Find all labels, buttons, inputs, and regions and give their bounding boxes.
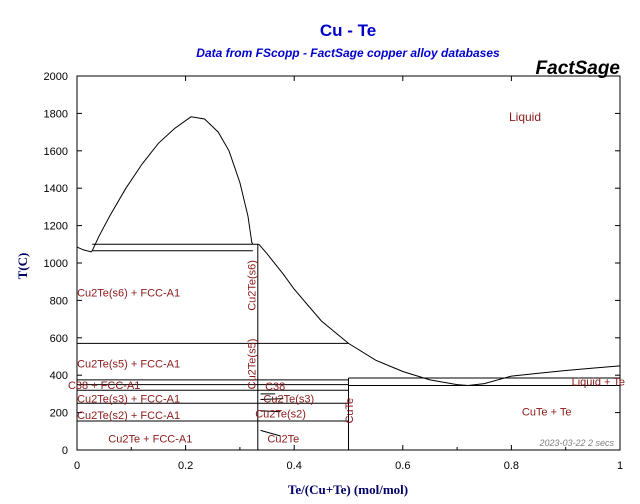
timestamp: 2023-03-22 2 secs bbox=[538, 438, 614, 448]
phase-label: Cu2Te(s5) bbox=[247, 339, 259, 390]
phase-label: C38 + FCC-A1 bbox=[68, 380, 140, 392]
phase-label: Cu2Te + FCC-A1 bbox=[108, 434, 192, 446]
x-tick-label: 1 bbox=[617, 460, 623, 472]
x-tick-label: 0.4 bbox=[287, 460, 302, 472]
y-tick-label: 800 bbox=[50, 295, 68, 307]
y-tick-label: 1200 bbox=[44, 221, 68, 233]
y-tick-label: 1000 bbox=[44, 258, 68, 270]
y-tick-label: 400 bbox=[50, 370, 68, 382]
x-axis-label: Te/(Cu+Te) (mol/mol) bbox=[288, 482, 408, 497]
chart-subtitle: Data from FScopp - FactSage copper alloy… bbox=[196, 46, 500, 60]
phase-label: Cu2Te bbox=[267, 434, 299, 446]
x-tick-label: 0 bbox=[74, 460, 80, 472]
y-ticks: 0 200 400 600 800 1000 1200 1400 1600 1800 2000 bbox=[44, 71, 620, 457]
phase-label: CuTe + Te bbox=[522, 406, 572, 418]
y-tick-label: 0 bbox=[62, 445, 68, 457]
y-tick-label: 1800 bbox=[44, 108, 68, 120]
phase-label: Cu2Te(s3) bbox=[263, 393, 314, 405]
x-tick-label: 0.2 bbox=[178, 460, 193, 472]
chart-title: Cu - Te bbox=[320, 21, 376, 40]
phase-boundaries bbox=[76, 116, 621, 450]
phase-label: Liquid + Te bbox=[572, 377, 625, 389]
phase-label: C38 bbox=[265, 381, 285, 393]
phase-boundary-17 bbox=[260, 398, 284, 400]
phase-label: Cu2Te(s5) + FCC-A1 bbox=[77, 359, 180, 371]
factsage-logo: FactSage bbox=[536, 58, 621, 79]
x-tick-label: 0.8 bbox=[504, 460, 519, 472]
phase-boundary-2 bbox=[258, 243, 621, 387]
phase-labels: Liquid Cu2Te(s6) + FCC-A1 Cu2Te(s5) + FCC-… bbox=[68, 110, 625, 446]
y-tick-label: 600 bbox=[50, 333, 68, 345]
y-tick-label: 2000 bbox=[44, 71, 68, 83]
phase-label: Cu2Te(s2) bbox=[255, 408, 306, 420]
phase-label: Cu2Te(s2) + FCC-A1 bbox=[77, 410, 180, 422]
phase-boundary-1 bbox=[91, 116, 254, 252]
y-tick-label: 1400 bbox=[44, 183, 68, 195]
phase-boundary-18 bbox=[260, 410, 281, 413]
y-tick-label: 1600 bbox=[44, 146, 68, 158]
phase-boundary-19 bbox=[260, 429, 281, 437]
y-axis-label: T(C) bbox=[15, 253, 30, 280]
phase-label: Cu2Te(s6) bbox=[247, 260, 259, 311]
phase-boundary-0 bbox=[76, 246, 93, 253]
phase-label: Cu2Te(s6) + FCC-A1 bbox=[77, 288, 180, 300]
x-tick-label: 0.6 bbox=[395, 460, 410, 472]
phase-label: Liquid bbox=[509, 110, 541, 124]
phase-label: Cu2Te(s3) + FCC-A1 bbox=[77, 393, 180, 405]
phase-label: CuTe bbox=[344, 398, 356, 424]
y-tick-label: 200 bbox=[50, 408, 68, 420]
x-ticks: 0 0.2 0.4 0.6 0.8 1 bbox=[74, 76, 623, 472]
